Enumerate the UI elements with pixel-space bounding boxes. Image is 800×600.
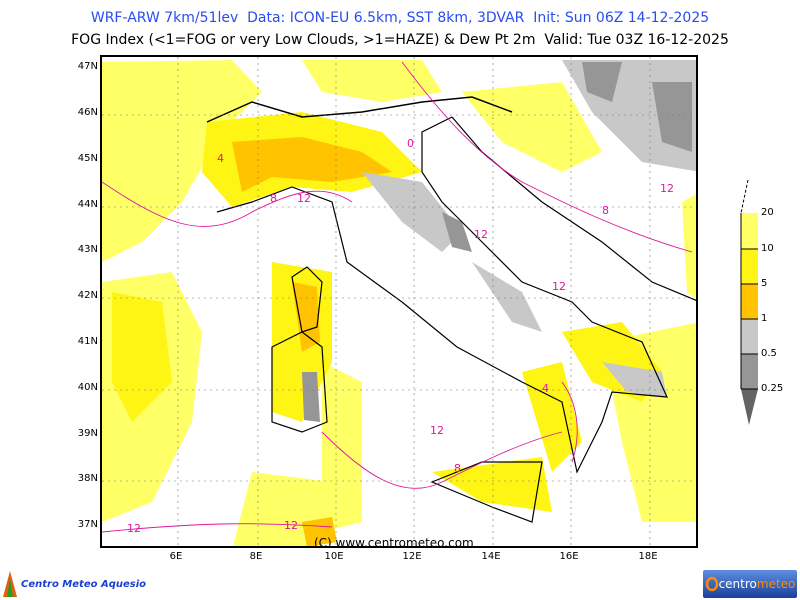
contour-label: 12 — [552, 280, 566, 293]
fog-fill-dark-gray — [302, 62, 692, 422]
colorbar-swatch — [741, 249, 758, 284]
colorbar-swatch — [741, 319, 758, 354]
contour-label: 12 — [430, 424, 444, 437]
lon-label: 14E — [481, 551, 501, 562]
grid-lines — [102, 57, 696, 546]
north-border — [206, 96, 513, 123]
map-canvas: 12 8 4 0 12 12 12 8 12 4 12 12 8 (C) www… — [102, 57, 696, 548]
lon-label: 16E — [559, 551, 579, 562]
lat-label: 43N — [77, 244, 98, 255]
colorbar-label: 1 — [761, 313, 768, 324]
contour-label: 4 — [217, 152, 224, 165]
fog-fill-light-yellow — [102, 60, 696, 546]
contour-label: 12 — [474, 228, 488, 241]
lat-label: 45N — [77, 153, 98, 164]
contour-label: 4 — [542, 382, 549, 395]
colorbar-swatch — [741, 354, 758, 389]
lon-label: 8E — [249, 551, 263, 562]
contour-label: 8 — [602, 204, 609, 217]
colorbar — [740, 179, 758, 425]
lat-label: 44N — [77, 199, 98, 210]
contour-labels: 12 8 4 0 12 12 12 8 12 4 12 12 8 — [127, 137, 674, 535]
lon-label: 6E — [169, 551, 183, 562]
colorbar-label: 20 — [761, 207, 774, 218]
colorbar-label: 0.5 — [761, 348, 777, 359]
logo-right-text-b: meteo — [756, 577, 796, 591]
watermark: (C) www.centrometeo.com — [314, 536, 474, 548]
lat-label: 38N — [77, 473, 98, 484]
lat-label: 37N — [77, 519, 98, 530]
fog-fill-orange — [232, 137, 392, 546]
lat-label: 46N — [77, 107, 98, 118]
corsica-coast — [291, 266, 323, 333]
model-title: WRF-ARW 7km/51lev Data: ICON-EU 6.5km, S… — [90, 10, 710, 26]
contour-label: 8 — [454, 462, 461, 475]
contour-label: 12 — [127, 522, 141, 535]
colorbar-label: 0.25 — [761, 383, 784, 394]
sicily-coast — [430, 461, 543, 523]
lat-label: 39N — [77, 428, 98, 439]
contour-label: 8 — [270, 192, 277, 205]
colorbar-swatch — [741, 213, 758, 249]
logo-left-text: Centro Meteo Aquesio — [21, 578, 146, 590]
lat-label: 40N — [77, 382, 98, 393]
logo-emblem-icon — [3, 571, 17, 597]
colorbar-label: 10 — [761, 243, 774, 254]
lon-label: 18E — [638, 551, 658, 562]
contour-label: 0 — [407, 137, 414, 150]
contour-label: 12 — [297, 192, 311, 205]
contour-label: 12 — [284, 519, 298, 532]
fog-index-map: 12 8 4 0 12 12 12 8 12 4 12 12 8 (C) www… — [100, 55, 698, 548]
italy-coast — [216, 116, 668, 474]
coastlines — [206, 96, 696, 523]
logo-right-text-a: centro — [718, 577, 757, 591]
lon-label: 10E — [324, 551, 344, 562]
centrometeo-logo[interactable]: centro meteo — [703, 570, 797, 598]
centro-meteo-aquesio-logo[interactable]: Centro Meteo Aquesio — [2, 570, 146, 598]
product-title: FOG Index (<1=FOG or very Low Clouds, >1… — [71, 32, 729, 48]
lat-label: 41N — [77, 336, 98, 347]
contour-label: 12 — [660, 182, 674, 195]
colorbar-label: 5 — [761, 278, 768, 289]
lon-label: 12E — [402, 551, 422, 562]
dewpoint-contours — [102, 61, 693, 533]
balkan-coast — [451, 116, 696, 301]
lat-label: 42N — [77, 290, 98, 301]
colorbar-swatch — [741, 389, 758, 425]
lat-label: 47N — [77, 61, 98, 72]
logo-ring-icon — [705, 576, 718, 592]
colorbar-swatch — [741, 284, 758, 319]
